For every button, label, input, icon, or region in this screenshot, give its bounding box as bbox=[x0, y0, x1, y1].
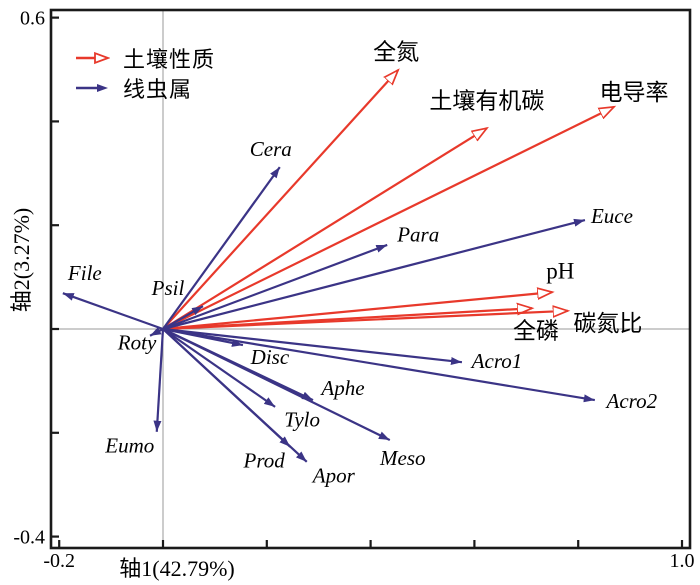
arrow-nematode bbox=[153, 328, 165, 432]
y-axis-title: 轴2(3.27%) bbox=[9, 207, 34, 313]
x-tick-label: -0.2 bbox=[43, 550, 75, 572]
arrow-nematode bbox=[162, 328, 391, 442]
arrow-label: Tylo bbox=[284, 408, 320, 432]
arrow-label: Acro2 bbox=[605, 389, 658, 413]
legend-item-soil: 土壤性质 bbox=[76, 43, 215, 73]
arrow-label: 土壤有机碳 bbox=[429, 88, 544, 113]
arrow-label: Prod bbox=[243, 449, 286, 473]
arrow-label: Psil bbox=[151, 276, 185, 300]
y-tick-label: -0.4 bbox=[13, 527, 45, 549]
arrow-nematode bbox=[162, 328, 276, 408]
legend: 土壤性质 线虫属 bbox=[76, 43, 215, 103]
arrow-label: Aphe bbox=[319, 376, 364, 400]
arrow-nematode bbox=[162, 327, 463, 365]
arrow-soil bbox=[162, 292, 552, 331]
arrow-soil bbox=[162, 128, 487, 330]
arrow-nematode bbox=[162, 327, 595, 403]
legend-label-soil: 土壤性质 bbox=[123, 47, 216, 72]
arrow-soil bbox=[162, 107, 614, 330]
y-tick-label: 0.6 bbox=[20, 8, 45, 30]
arrow-soil bbox=[162, 70, 398, 330]
arrow-nematode bbox=[162, 305, 204, 330]
x-axis-title: 轴1(42.79%) bbox=[119, 556, 235, 581]
arrow-label: Cera bbox=[250, 137, 292, 161]
legend-item-nematode: 线虫属 bbox=[76, 73, 215, 103]
arrow-nematode bbox=[162, 328, 308, 463]
arrow-soil bbox=[162, 311, 568, 331]
legend-label-nematode: 线虫属 bbox=[123, 77, 193, 102]
arrow-nematode bbox=[62, 292, 164, 331]
arrow-label: 电导率 bbox=[600, 80, 669, 105]
arrow-label: Meso bbox=[379, 446, 426, 470]
arrow-label: pH bbox=[546, 258, 574, 283]
arrow-label: Euce bbox=[590, 204, 633, 228]
arrow-nematode bbox=[162, 218, 586, 331]
arrow-label: Roty bbox=[117, 331, 157, 355]
arrow-label: Eumo bbox=[104, 434, 154, 458]
arrow-nematode bbox=[162, 166, 281, 330]
soil-arrow-icon bbox=[76, 51, 110, 65]
arrow-label: Acro1 bbox=[470, 349, 523, 373]
arrow-nematode bbox=[162, 243, 388, 331]
arrow-label: Apor bbox=[311, 464, 356, 488]
arrow-label: 全氮 bbox=[373, 39, 419, 64]
arrow-nematode bbox=[149, 327, 164, 337]
nematode-arrow-icon bbox=[76, 84, 108, 92]
arrow-label: 碳氮比 bbox=[573, 311, 642, 336]
arrow-label: File bbox=[67, 261, 102, 285]
arrow-label: Para bbox=[396, 223, 439, 247]
arrow-label: 全磷 bbox=[513, 319, 559, 344]
x-tick-label: 1.0 bbox=[670, 550, 695, 572]
